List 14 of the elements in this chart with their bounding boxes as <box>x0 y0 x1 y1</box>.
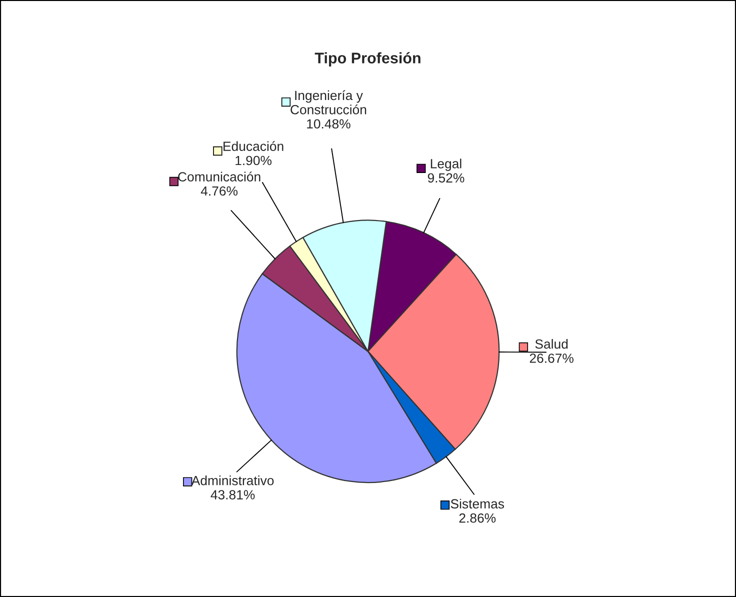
data-label: 4.76% <box>200 186 238 196</box>
legend-label: Salud <box>535 339 568 349</box>
legend-label: Sistemas <box>450 498 504 509</box>
data-label: 43.81% <box>210 490 255 500</box>
legend-label: Comunicación <box>178 172 260 182</box>
data-label: 26.67% <box>530 354 574 363</box>
chart-title: Tipo Profesión <box>314 52 420 66</box>
data-label: 9.52% <box>428 173 464 183</box>
legend-label: Ingeniería y Construcción <box>290 90 366 114</box>
data-label: 1.90% <box>236 156 272 166</box>
legend-label: Educación <box>224 141 284 151</box>
data-label: 2.86% <box>459 513 496 523</box>
data-label: 10.48% <box>307 119 350 129</box>
legend-label: Legal <box>430 158 462 171</box>
